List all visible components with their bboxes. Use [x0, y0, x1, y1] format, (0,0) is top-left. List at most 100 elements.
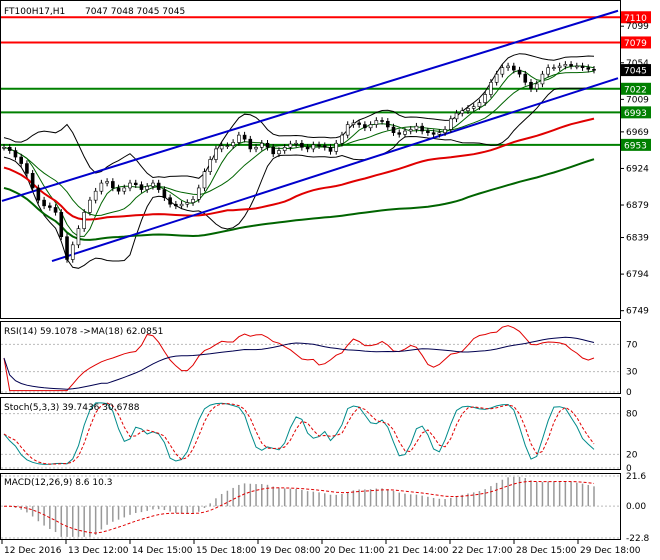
candle-body: [259, 142, 264, 148]
candle-body: [42, 199, 46, 207]
x-tick-label: 28 Dec 15:00: [516, 546, 577, 556]
bollinger-middle: [3, 70, 595, 217]
candle-body: [93, 190, 98, 201]
candle-body: [506, 65, 510, 68]
price-tick-label: 7099: [626, 22, 649, 32]
candle-body: [483, 94, 487, 103]
candle-body: [569, 64, 573, 67]
candle-body: [363, 124, 367, 129]
candle-body: [437, 132, 442, 135]
candle-body: [500, 67, 505, 75]
candle-body: [156, 182, 161, 190]
candle-body: [248, 138, 253, 150]
candle-body: [237, 134, 241, 143]
candle-body: [99, 182, 104, 192]
candle-body: [139, 184, 144, 190]
candle-body: [374, 120, 379, 125]
level-label-7110: 7110: [624, 14, 647, 24]
indicator-tick-label: -22.8: [626, 534, 650, 544]
candle-body: [231, 142, 235, 146]
candle-body: [168, 197, 172, 205]
candle-body: [185, 202, 190, 205]
candle-body: [151, 182, 155, 187]
level-label-6993: 6993: [624, 109, 647, 119]
rsi-line: [3, 325, 595, 392]
candle-body: [471, 106, 476, 109]
level-tag-7110: [621, 11, 651, 24]
x-tick-label: 20 Dec 11:00: [324, 546, 385, 556]
level-label-7022: 7022: [624, 85, 647, 95]
macd-layer: [1, 475, 620, 539]
axis-layer: 7110 7079 7022 6993 6953 7099 7054 7009 6969 6924…: [1, 11, 651, 556]
candle-body: [30, 173, 35, 189]
candle-body: [25, 163, 29, 174]
candle-body: [466, 107, 470, 112]
candle-body: [540, 73, 545, 85]
x-tick-label: 19 Dec 08:00: [260, 546, 321, 556]
candle-body: [214, 148, 218, 160]
candle-body: [357, 122, 361, 125]
rsi-panel-frame: [0, 321, 621, 394]
level-tag-7022: [621, 82, 651, 95]
level-tag-7079: [621, 36, 651, 49]
candle-body: [575, 65, 579, 68]
ma-red: [3, 117, 595, 221]
candle-body: [196, 187, 201, 200]
candle-body: [53, 207, 58, 213]
candle-body: [523, 73, 528, 83]
x-tick-label: 14 Dec 15:00: [132, 546, 193, 556]
candle-body: [334, 142, 339, 152]
candle-body: [282, 147, 287, 151]
candle-body: [88, 199, 92, 213]
price-tick-label: 6879: [626, 201, 649, 211]
candle-body: [586, 67, 591, 70]
indicator-tick-label: 0.00: [626, 502, 646, 512]
stoch-d-line: [3, 402, 595, 465]
candle-body: [397, 132, 402, 135]
level-label-7079: 7079: [624, 39, 647, 49]
ma-fast: [3, 65, 595, 237]
candle-body: [82, 212, 86, 229]
candle-body: [368, 124, 373, 129]
candle-body: [385, 120, 390, 128]
x-tick-label: 12 Dec 2016: [4, 546, 62, 556]
candle-body: [414, 125, 419, 130]
candle-body: [19, 156, 23, 164]
candle-body: [546, 67, 550, 75]
stoch-title: Stoch(5,3,3) 39.7436 30.6788: [4, 403, 140, 413]
rsi-title: RSI(14) 59.1078 ->MA(18) 62.0851: [4, 327, 163, 337]
candle-body: [592, 68, 596, 71]
candle-body: [202, 171, 207, 189]
candle-body: [271, 147, 276, 155]
price-tick-label: 6969: [626, 128, 649, 138]
indicator-tick-label: 80: [626, 410, 638, 420]
candle-body: [317, 144, 321, 147]
candle-body: [563, 64, 568, 67]
indicator-tick-label: 20: [626, 450, 638, 460]
candle-body: [322, 145, 327, 148]
channel-upper-line: [1, 9, 619, 202]
candle-body: [254, 147, 258, 150]
current-price-tag: [621, 64, 651, 77]
macd-signal-line: [3, 480, 595, 534]
candle-body: [294, 142, 298, 145]
rsi-ma-line: [3, 336, 595, 390]
price-tick-label: 6924: [626, 164, 649, 174]
price-tick-label: 7009: [626, 95, 649, 105]
level-label-6953: 6953: [624, 141, 647, 151]
candle-body: [431, 132, 436, 135]
bollinger-upper: [3, 53, 595, 179]
price-layer: [1, 9, 620, 269]
macd-panel-frame: [0, 473, 621, 540]
candle-body: [128, 182, 132, 189]
candle-body: [265, 142, 270, 148]
current-price-label: 7045: [624, 67, 647, 77]
indicator-tick-label: 30: [626, 368, 638, 378]
ma-green: [3, 158, 595, 241]
candle-body: [391, 126, 396, 133]
candle-body: [345, 124, 350, 136]
candle-body: [133, 182, 138, 185]
candle-body: [311, 144, 316, 150]
candle-body: [7, 147, 12, 151]
